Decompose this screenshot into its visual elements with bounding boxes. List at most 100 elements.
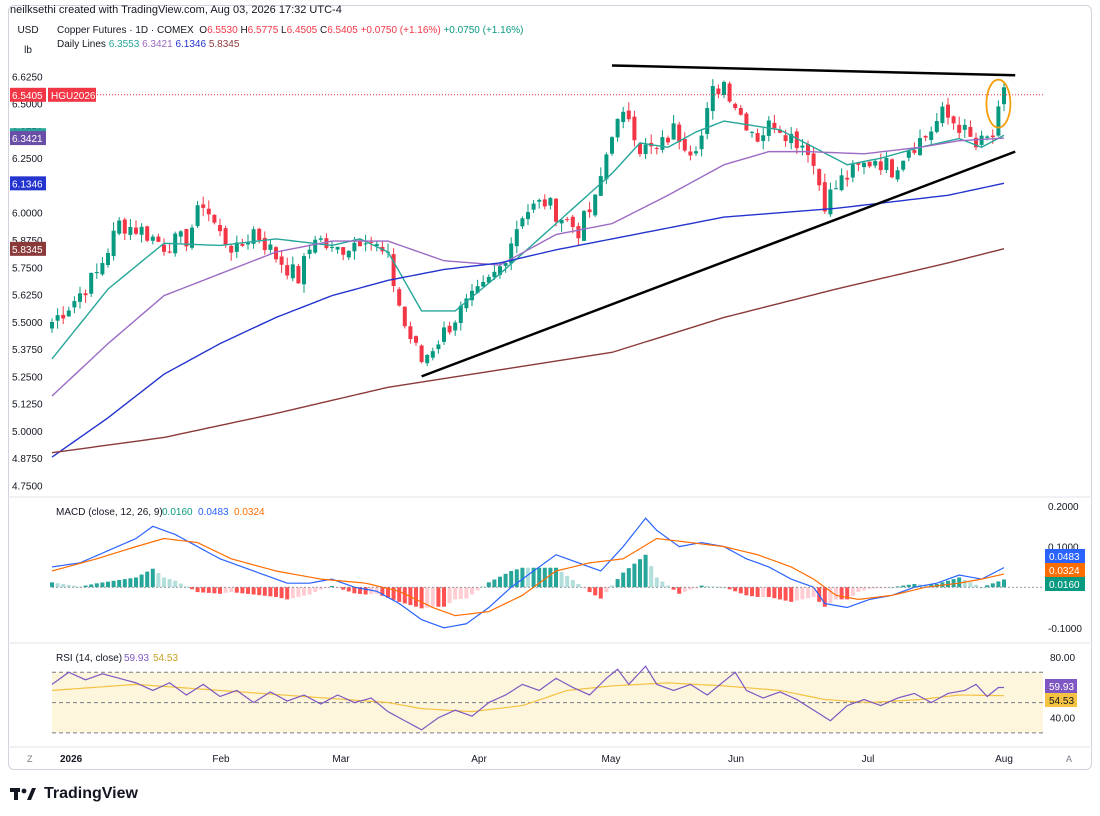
macd-histogram-bar [621,572,626,588]
candle-body [195,205,200,227]
candle-body [285,265,290,276]
candle-body [576,226,581,239]
macd-label: MACD (close, 12, 26, 9) [56,507,163,518]
macd-histogram-bar [582,587,586,589]
candle-body [688,151,693,156]
macd-histogram-bar [996,581,1001,588]
macd-histogram-bar [766,587,771,597]
candle-body [167,251,172,253]
macd-histogram-bar [699,585,704,588]
candle-body [1002,87,1006,105]
candle-body [666,137,670,143]
macd-histogram-bar [901,585,906,588]
macd-value-tag [1045,563,1085,577]
rsi-value-tag-text: 54.53 [1049,696,1074,707]
macd-histogram-bar [822,587,827,607]
candle-body [78,293,82,302]
macd-histogram-bar [470,587,474,595]
macd-histogram-bar [262,587,267,596]
currency-label[interactable]: USD [17,25,39,36]
macd-histogram-bar [772,587,777,599]
rsi-value-tag [1045,693,1077,707]
macd-histogram-bar [878,587,883,589]
candle-body [229,245,234,253]
candle-body [996,106,1001,136]
macd-histogram-bar [794,587,799,601]
macd-histogram-bar [430,587,435,607]
candle-body [330,246,334,248]
macd-tick-label: 0.1000 [1048,543,1079,554]
candle-body [246,242,250,245]
macd-histogram-bar [285,587,290,600]
candle-body [257,228,262,241]
macd-histogram-bar [632,563,637,588]
candle-body [604,154,609,180]
macd-histogram-bar [66,584,71,588]
close-value: 6.5405 [327,25,358,36]
candle-body [867,161,872,167]
candle-body [206,208,211,215]
macd-histogram-bar [436,587,441,607]
auto-scale-label: A [1066,754,1072,764]
ma10-line [51,120,1005,360]
macd-histogram-bar [341,587,346,590]
candle-body [570,216,575,227]
macd-value-tag-text: 0.0483 [1049,552,1080,563]
macd-histogram-bar [145,571,150,588]
macd-histogram-bar [542,567,547,588]
macd-legend-value: 0.0483 [198,507,229,518]
price-tick-label: 6.6250 [12,72,43,83]
candle-body [582,211,586,241]
macd-histogram-bar [212,587,217,594]
candle-body [290,264,295,279]
candle-body [638,143,642,155]
ma50-value: 6.1346 [175,39,207,50]
candle-body [778,129,782,133]
candle-body [940,106,945,124]
candle-body [453,322,458,331]
candle-body [503,262,508,266]
candle-body [55,315,60,321]
candle-body [66,310,71,317]
rsi-ma-legend-value: 54.53 [153,653,178,664]
time-axis-label: Mar [332,754,350,765]
candle-body [391,254,396,286]
price-tick-label: 5.0000 [12,427,43,438]
macd-histogram-bar [374,587,379,594]
candle-body [498,266,502,275]
candle-body [162,244,166,252]
candle-body [296,266,301,284]
macd-histogram-bar [867,587,872,589]
candle-body [369,241,374,243]
macd-histogram-bar [873,587,878,589]
price-tick-label: 6.0000 [12,209,43,220]
macd-histogram-bar [173,580,178,588]
macd-histogram-bar [83,585,88,588]
symbol-name[interactable]: Copper Futures · 1D · COMEX [57,25,194,36]
macd-histogram-bar [117,579,122,588]
unit-label[interactable]: lb [24,45,32,56]
macd-histogram-bar [610,585,614,588]
macd-histogram-bar [223,587,228,593]
candle-body [895,170,900,180]
macd-histogram-bar [346,587,351,592]
candle-body [234,242,239,252]
macd-histogram-bar [845,587,850,600]
macd-histogram-bar [386,587,390,598]
change-value: +0.0750 (+1.16%) [360,25,441,36]
macd-histogram-bar [526,567,530,588]
macd-histogram-bar [738,587,743,594]
macd-histogram-bar [442,587,446,607]
macd-histogram-bar [890,587,894,589]
candle-body [593,194,598,216]
candle-body [408,326,413,340]
macd-histogram-bar [122,579,127,588]
candle-body [145,226,150,241]
macd-histogram-bar [682,587,687,592]
chart-canvas[interactable]: 6.62506.50006.37506.25006.12506.00005.87… [0,0,1100,780]
macd-histogram-bar [391,587,396,600]
candle-body [850,164,855,178]
macd-histogram-bar [318,587,323,590]
ma-legend-title[interactable]: Daily Lines [57,39,106,50]
price-tick-label: 5.1250 [12,400,43,411]
